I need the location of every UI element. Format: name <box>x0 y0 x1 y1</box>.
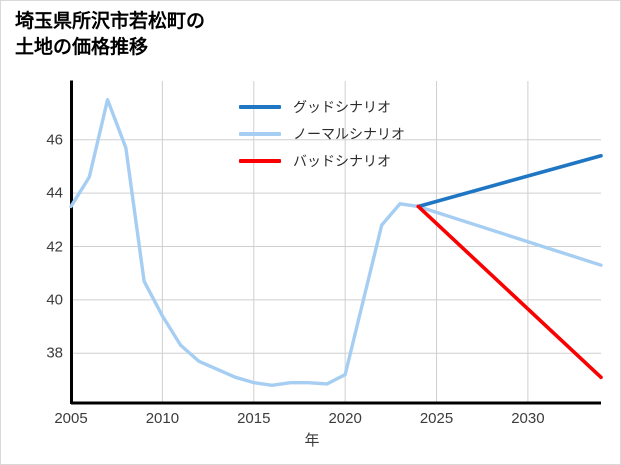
legend-item-bad-scenario[interactable]: バッドシナリオ <box>239 147 469 174</box>
data-series-group <box>69 97 603 388</box>
y-tick-label: 38 <box>46 344 63 362</box>
chart-legend: グッドシナリオ ノーマルシナリオ バッドシナリオ <box>239 93 469 174</box>
x-tick-label: 2005 <box>54 410 88 427</box>
series-line-normal <box>69 97 603 388</box>
legend-label: バッドシナリオ <box>293 152 391 169</box>
chart-svg <box>69 80 603 405</box>
legend-item-good-scenario[interactable]: グッドシナリオ <box>239 93 469 120</box>
legend-label: ノーマルシナリオ <box>293 125 405 142</box>
legend-label: グッドシナリオ <box>293 98 391 115</box>
series-line-good <box>416 153 603 209</box>
page-title: 埼玉県所沢市若松町の 土地の価格推移 <box>15 11 206 58</box>
y-tick-label: 40 <box>46 291 63 309</box>
plot-area <box>69 80 603 405</box>
legend-color-swatch-normal-scenario <box>239 131 281 136</box>
x-tick-label: 2010 <box>145 410 180 427</box>
x-tick-label: 2020 <box>328 410 362 427</box>
x-tick-label: 2030 <box>511 410 545 427</box>
y-tick-label: 46 <box>46 131 63 149</box>
legend-item-normal-scenario[interactable]: ノーマルシナリオ <box>239 120 469 147</box>
y-tick-label: 44 <box>46 184 63 202</box>
legend-color-swatch-bad-scenario <box>239 158 281 163</box>
legend-color-swatch-good-scenario <box>239 104 281 109</box>
series-line-bad <box>416 204 603 380</box>
x-tick-label: 2025 <box>419 410 454 427</box>
y-tick-label: 42 <box>46 238 63 255</box>
x-tick-label: 2015 <box>237 410 271 427</box>
x-axis-label: 年 <box>304 432 320 449</box>
